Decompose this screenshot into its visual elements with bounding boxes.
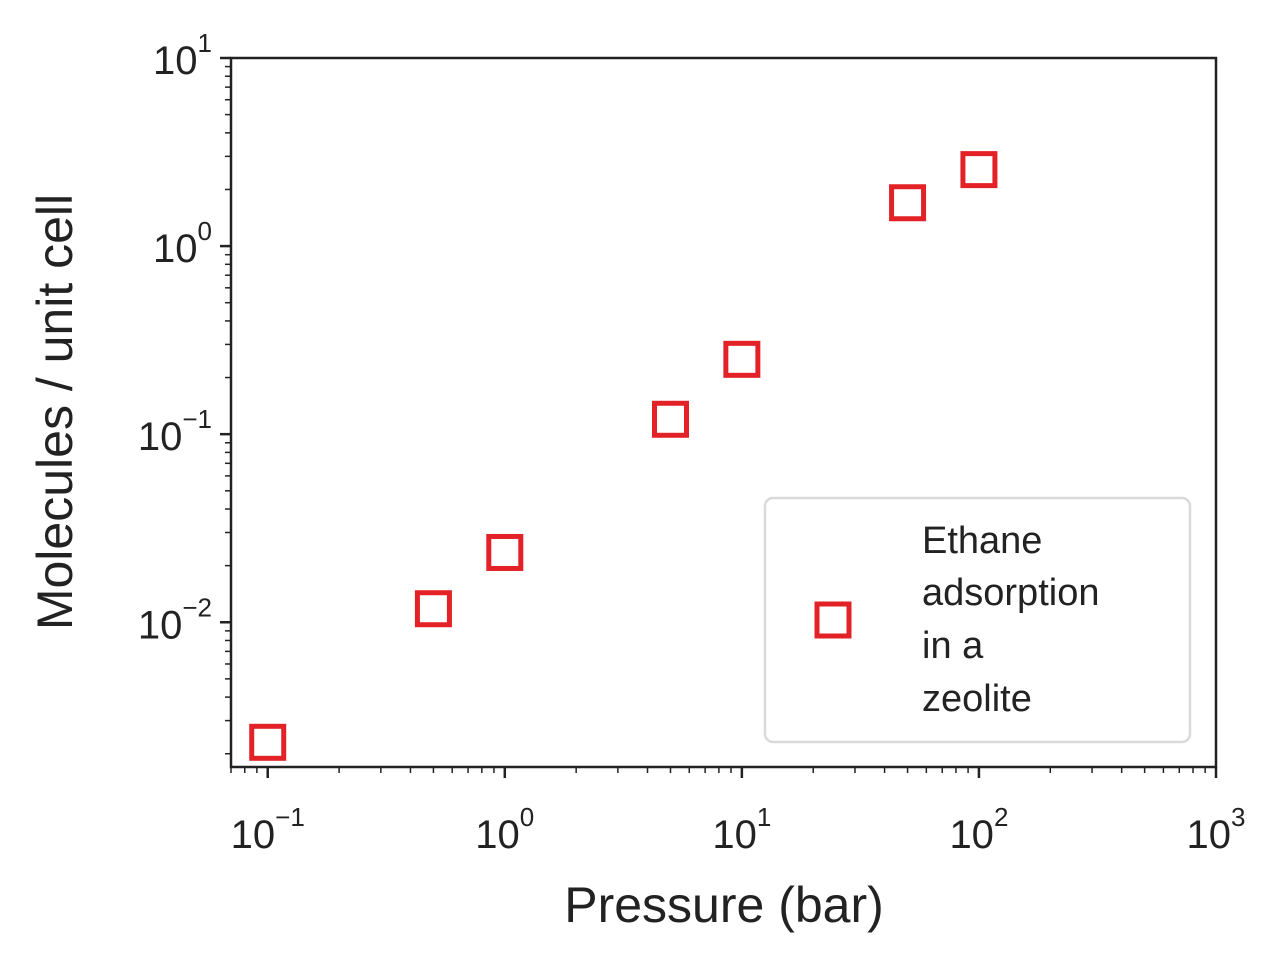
legend-label-line-2: adsorption bbox=[922, 572, 1099, 614]
y-tick-label: 100 bbox=[153, 216, 212, 271]
legend: Ethane adsorption in a zeolite bbox=[763, 496, 1192, 744]
y-axis-title: Molecules / unit cell bbox=[27, 194, 83, 630]
major-ticks bbox=[220, 56, 1218, 778]
legend-label-line-1: Ethane bbox=[922, 520, 1042, 562]
x-axis-title: Pressure (bar) bbox=[564, 877, 884, 933]
data-point bbox=[960, 151, 998, 189]
legend-marker bbox=[814, 601, 852, 639]
data-markers bbox=[249, 151, 998, 761]
data-point bbox=[414, 590, 452, 628]
x-tick-label: 103 bbox=[1187, 802, 1246, 857]
y-tick-label: 10−1 bbox=[138, 404, 212, 459]
y-tick-label: 101 bbox=[153, 28, 212, 83]
data-point bbox=[486, 533, 524, 571]
y-tick-label: 10−2 bbox=[138, 592, 212, 647]
legend-frame bbox=[763, 496, 1192, 744]
data-point bbox=[249, 723, 287, 761]
x-tick-label: 100 bbox=[475, 802, 534, 857]
data-point bbox=[651, 400, 689, 438]
x-tick-labels: 10−1 100 101 102 103 bbox=[231, 802, 1246, 857]
x-tick-label: 102 bbox=[949, 802, 1008, 857]
x-tick-label: 101 bbox=[712, 802, 771, 857]
legend-label-line-4: zeolite bbox=[922, 678, 1032, 720]
legend-label-line-3: in a bbox=[922, 625, 984, 667]
plot-frame bbox=[229, 56, 1218, 769]
data-point bbox=[889, 184, 927, 222]
y-tick-labels: 10−2 10−1 100 101 bbox=[138, 28, 212, 647]
x-tick-label: 10−1 bbox=[231, 802, 305, 857]
data-point bbox=[723, 340, 761, 378]
